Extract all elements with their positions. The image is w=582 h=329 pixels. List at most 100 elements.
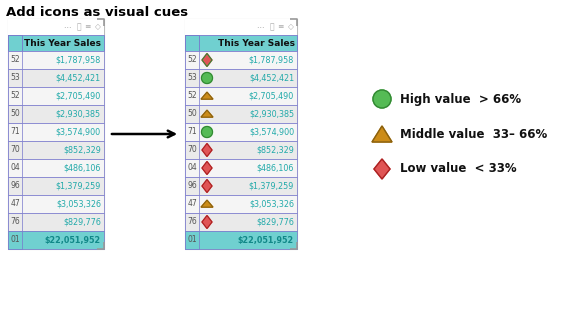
Polygon shape bbox=[202, 54, 212, 66]
Text: ⬜: ⬜ bbox=[76, 22, 81, 32]
Bar bbox=[185, 159, 199, 177]
Text: 76: 76 bbox=[187, 217, 197, 226]
Text: 76: 76 bbox=[10, 217, 20, 226]
Text: 04: 04 bbox=[10, 164, 20, 172]
Bar bbox=[185, 51, 297, 69]
Bar bbox=[8, 177, 22, 195]
Circle shape bbox=[201, 72, 212, 84]
Text: $2,930,385: $2,930,385 bbox=[249, 110, 294, 118]
Text: $2,705,490: $2,705,490 bbox=[56, 91, 101, 100]
Polygon shape bbox=[374, 159, 390, 179]
Bar bbox=[185, 19, 297, 249]
Bar bbox=[185, 141, 199, 159]
Text: ◇: ◇ bbox=[288, 22, 294, 32]
Bar bbox=[8, 105, 104, 123]
Text: $2,930,385: $2,930,385 bbox=[56, 110, 101, 118]
Text: ⋯: ⋯ bbox=[257, 22, 264, 32]
Polygon shape bbox=[372, 126, 392, 142]
Text: 53: 53 bbox=[10, 73, 20, 83]
Bar bbox=[8, 69, 22, 87]
Bar bbox=[185, 19, 297, 35]
Bar bbox=[185, 213, 199, 231]
Bar bbox=[8, 105, 22, 123]
Bar bbox=[185, 69, 199, 87]
Polygon shape bbox=[202, 162, 212, 174]
Bar bbox=[185, 123, 297, 141]
Bar bbox=[8, 177, 104, 195]
Bar bbox=[8, 195, 104, 213]
Bar bbox=[8, 123, 22, 141]
Bar bbox=[185, 87, 297, 105]
Text: 47: 47 bbox=[10, 199, 20, 209]
Polygon shape bbox=[201, 110, 213, 117]
Bar bbox=[8, 35, 22, 51]
Bar bbox=[185, 159, 297, 177]
Text: $1,379,259: $1,379,259 bbox=[249, 182, 294, 190]
Text: 96: 96 bbox=[10, 182, 20, 190]
Text: ⬜: ⬜ bbox=[269, 22, 274, 32]
Text: $22,051,952: $22,051,952 bbox=[238, 236, 294, 244]
Bar bbox=[8, 35, 104, 51]
Text: 70: 70 bbox=[10, 145, 20, 155]
Text: $829,776: $829,776 bbox=[256, 217, 294, 226]
Text: 52: 52 bbox=[187, 56, 197, 64]
Bar bbox=[185, 51, 199, 69]
Text: ≡: ≡ bbox=[84, 22, 91, 32]
Text: $4,452,421: $4,452,421 bbox=[249, 73, 294, 83]
Bar bbox=[8, 123, 104, 141]
Bar bbox=[185, 69, 297, 87]
Polygon shape bbox=[201, 92, 213, 99]
Text: $3,574,900: $3,574,900 bbox=[56, 128, 101, 137]
Text: $22,051,952: $22,051,952 bbox=[45, 236, 101, 244]
Circle shape bbox=[373, 90, 391, 108]
Bar bbox=[185, 231, 199, 249]
Text: ⋯: ⋯ bbox=[63, 22, 71, 32]
Bar bbox=[8, 69, 104, 87]
Text: 01: 01 bbox=[187, 236, 197, 244]
Bar bbox=[8, 231, 22, 249]
Bar bbox=[8, 19, 104, 249]
Bar bbox=[185, 105, 199, 123]
Bar bbox=[185, 195, 199, 213]
Text: 53: 53 bbox=[187, 73, 197, 83]
Text: 96: 96 bbox=[187, 182, 197, 190]
Bar bbox=[8, 87, 104, 105]
Text: ≡: ≡ bbox=[278, 22, 284, 32]
Text: $1,787,958: $1,787,958 bbox=[249, 56, 294, 64]
Text: $486,106: $486,106 bbox=[257, 164, 294, 172]
Text: $852,329: $852,329 bbox=[63, 145, 101, 155]
Text: 70: 70 bbox=[187, 145, 197, 155]
Bar bbox=[185, 177, 199, 195]
Bar bbox=[8, 195, 22, 213]
Bar bbox=[8, 231, 104, 249]
Bar bbox=[185, 87, 199, 105]
Text: 04: 04 bbox=[187, 164, 197, 172]
Text: 71: 71 bbox=[187, 128, 197, 137]
Text: $486,106: $486,106 bbox=[63, 164, 101, 172]
Text: This Year Sales: This Year Sales bbox=[24, 38, 101, 47]
Bar bbox=[8, 141, 104, 159]
Bar bbox=[185, 105, 297, 123]
Text: ◇: ◇ bbox=[95, 22, 101, 32]
Text: $3,053,326: $3,053,326 bbox=[249, 199, 294, 209]
Text: $1,787,958: $1,787,958 bbox=[56, 56, 101, 64]
Text: 50: 50 bbox=[187, 110, 197, 118]
Text: $4,452,421: $4,452,421 bbox=[56, 73, 101, 83]
Text: 52: 52 bbox=[10, 91, 20, 100]
Text: Low value  < 33%: Low value < 33% bbox=[400, 163, 517, 175]
Polygon shape bbox=[202, 180, 212, 192]
Bar bbox=[185, 141, 297, 159]
Bar bbox=[8, 51, 104, 69]
Bar bbox=[185, 213, 297, 231]
Text: $3,574,900: $3,574,900 bbox=[249, 128, 294, 137]
Bar bbox=[8, 141, 22, 159]
Bar bbox=[8, 159, 22, 177]
Text: Add icons as visual cues: Add icons as visual cues bbox=[6, 6, 188, 19]
Text: 47: 47 bbox=[187, 199, 197, 209]
Text: 01: 01 bbox=[10, 236, 20, 244]
Circle shape bbox=[201, 126, 212, 138]
Bar bbox=[8, 213, 104, 231]
Bar bbox=[8, 51, 22, 69]
Text: 50: 50 bbox=[10, 110, 20, 118]
Text: $1,379,259: $1,379,259 bbox=[56, 182, 101, 190]
